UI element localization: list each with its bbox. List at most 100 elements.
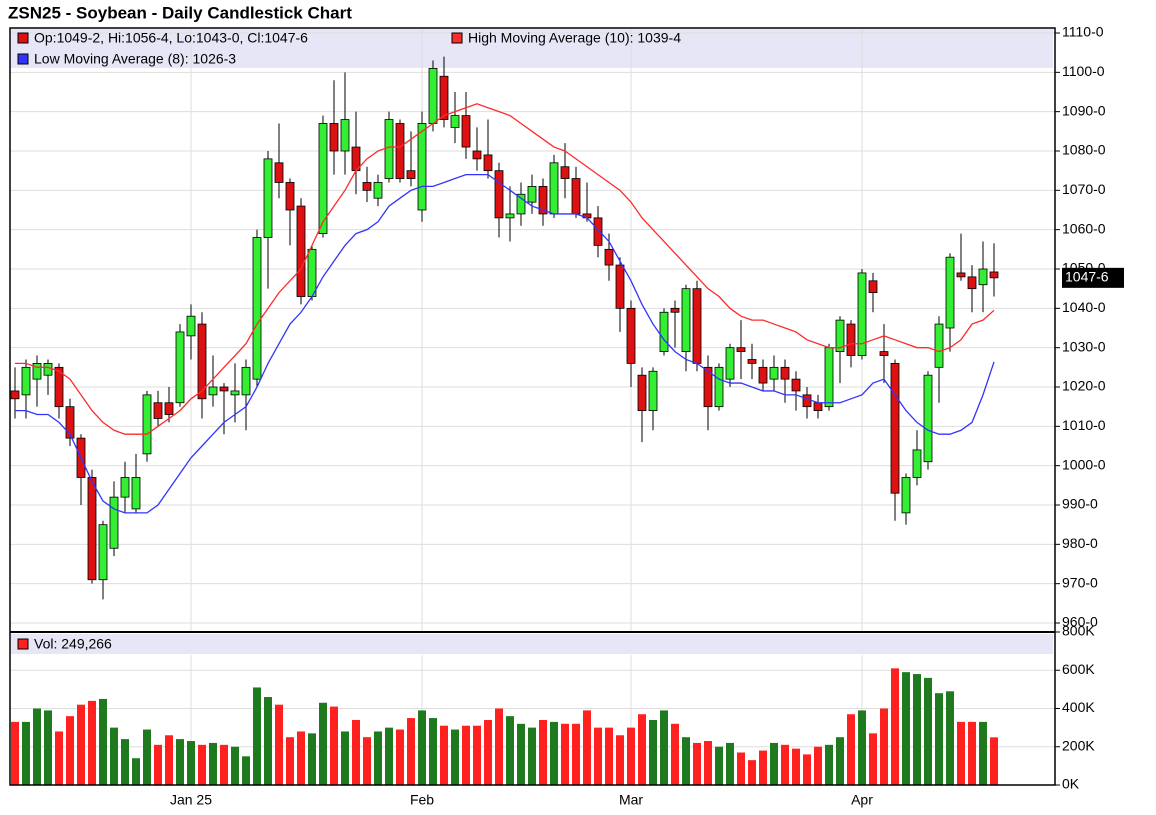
- volume-bar: [451, 729, 459, 785]
- volume-bar: [792, 748, 800, 785]
- volume-bar: [506, 716, 514, 785]
- candle-body: [131, 477, 141, 510]
- candle-body: [417, 123, 427, 211]
- candle-body: [274, 162, 284, 183]
- volume-bar: [704, 741, 712, 785]
- y-tick-label: 970-0: [1062, 574, 1098, 590]
- volume-bar: [748, 760, 756, 785]
- candle-body: [802, 394, 812, 408]
- candle-body: [450, 115, 460, 128]
- volume-bar: [869, 733, 877, 785]
- candle-body: [472, 150, 482, 160]
- volume-bar: [693, 742, 701, 785]
- volume-bar: [935, 693, 943, 785]
- candle-body: [725, 347, 735, 380]
- candle-body: [670, 307, 680, 313]
- volume-bar: [902, 672, 910, 785]
- volume-bar: [473, 725, 481, 785]
- candle-body: [142, 394, 152, 455]
- volume-bar: [462, 725, 470, 785]
- candle-body: [43, 362, 53, 376]
- candle-body: [989, 271, 999, 279]
- volume-bar: [264, 697, 272, 785]
- candle-body: [626, 307, 636, 364]
- volume-bar: [847, 714, 855, 785]
- candle-body: [494, 170, 504, 219]
- candle-body: [890, 362, 900, 494]
- volume-bar: [330, 706, 338, 785]
- volume-bar: [649, 719, 657, 785]
- volume-bar: [737, 752, 745, 785]
- candle-body: [637, 374, 647, 412]
- candle-body: [230, 390, 240, 396]
- y-tick-label: 1070-0: [1062, 181, 1106, 197]
- volume-bar: [143, 729, 151, 785]
- y-tick-label: 800K: [1062, 623, 1095, 639]
- moving-average-line: [15, 103, 995, 435]
- y-tick-label: 1080-0: [1062, 142, 1106, 158]
- candle-body: [109, 496, 119, 549]
- volume-bar: [11, 721, 19, 785]
- candle-body: [406, 170, 416, 179]
- volume-bar: [814, 746, 822, 785]
- y-tick-label: 1020-0: [1062, 378, 1106, 394]
- volume-bar: [33, 708, 41, 785]
- volume-bar: [319, 702, 327, 785]
- volume-bar: [671, 723, 679, 785]
- volume-bar: [209, 742, 217, 785]
- volume-bar: [55, 731, 63, 785]
- volume-bar: [132, 758, 140, 785]
- candle-body: [164, 402, 174, 415]
- y-tick-label: 0K: [1062, 776, 1080, 792]
- marks: [10, 56, 999, 785]
- volume-bar: [759, 750, 767, 785]
- candle-body: [714, 366, 724, 408]
- candle-body: [197, 323, 207, 400]
- volume-bar: [836, 737, 844, 785]
- candle-body: [560, 166, 570, 179]
- y-tick-label: 1100-0: [1062, 63, 1105, 79]
- candle-body: [868, 280, 878, 293]
- volume-bar: [616, 735, 624, 785]
- legend-band: [11, 29, 1053, 68]
- candle-body: [835, 319, 845, 352]
- candle-body: [219, 386, 229, 392]
- candle-body: [659, 311, 669, 352]
- legend-label: High Moving Average (10): 1039-4: [468, 30, 681, 46]
- volume-bar: [561, 723, 569, 785]
- candle-body: [208, 386, 218, 396]
- volume-bar: [275, 704, 283, 785]
- volume-bar: [660, 710, 668, 785]
- candle-body: [516, 193, 526, 215]
- volume-bar: [550, 721, 558, 785]
- candle-body: [87, 477, 97, 581]
- candle-body: [340, 119, 350, 152]
- candle-body: [692, 288, 702, 364]
- candle-body: [648, 370, 658, 411]
- y-tick-label: 1040-0: [1062, 299, 1106, 315]
- frame: [9, 27, 1056, 786]
- volume-bar: [528, 727, 536, 785]
- volume-bar: [66, 716, 74, 785]
- candle-body: [252, 237, 262, 380]
- candle-body: [307, 248, 317, 297]
- volume-bar: [374, 731, 382, 785]
- candle-body: [901, 477, 911, 514]
- volume-bar: [220, 744, 228, 785]
- legend-label: Vol: 249,266: [34, 636, 112, 652]
- volume-bar: [858, 710, 866, 785]
- volume-bar: [198, 744, 206, 785]
- candle-body: [813, 402, 823, 412]
- legend-swatch: [17, 53, 29, 65]
- candle-body: [527, 185, 537, 203]
- candle-body: [769, 366, 779, 380]
- candle-body: [32, 362, 42, 380]
- volume-bar: [440, 725, 448, 785]
- y-tick-label: 1060-0: [1062, 220, 1106, 236]
- candle-body: [175, 331, 185, 404]
- legend-band: [11, 634, 1053, 654]
- candle-body: [846, 323, 856, 356]
- candle-body: [824, 347, 834, 408]
- volume-bar: [572, 723, 580, 785]
